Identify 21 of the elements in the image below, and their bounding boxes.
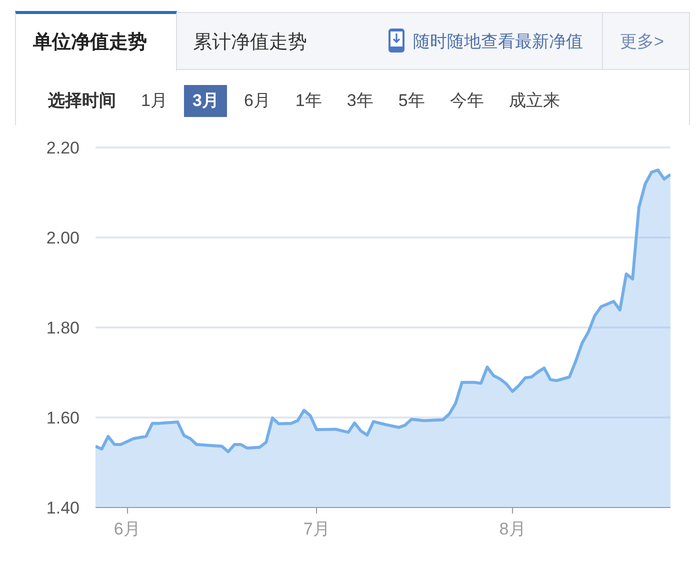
text: 3月 [184, 85, 227, 117]
text: 成立来 [508, 90, 561, 112]
chart-subtitle: 选择时间 [48, 90, 116, 112]
text: 3年 [346, 90, 374, 112]
text: 6月 [242, 90, 272, 112]
chart-title: 单位净值走势 [33, 30, 147, 55]
y-tick-label: 1.40 [46, 498, 80, 518]
text: 1年 [294, 90, 323, 112]
y-tick-label: 1.80 [46, 318, 80, 338]
text: 1月 [140, 90, 168, 112]
x-tick-label: 8月 [499, 520, 526, 538]
text: 5年 [397, 90, 426, 112]
x-tick-label: 7月 [303, 520, 330, 538]
y-tick-label: 2.20 [46, 138, 80, 158]
text: 更多> [620, 31, 664, 53]
y-tick-label: 1.60 [46, 408, 80, 428]
text: 随时随地查看最新净值 [413, 31, 583, 53]
text: 今年 [448, 90, 485, 112]
text: 累计净值走势 [193, 31, 307, 55]
y-tick-label: 2.00 [46, 228, 80, 248]
x-tick-label: 6月 [114, 520, 140, 538]
